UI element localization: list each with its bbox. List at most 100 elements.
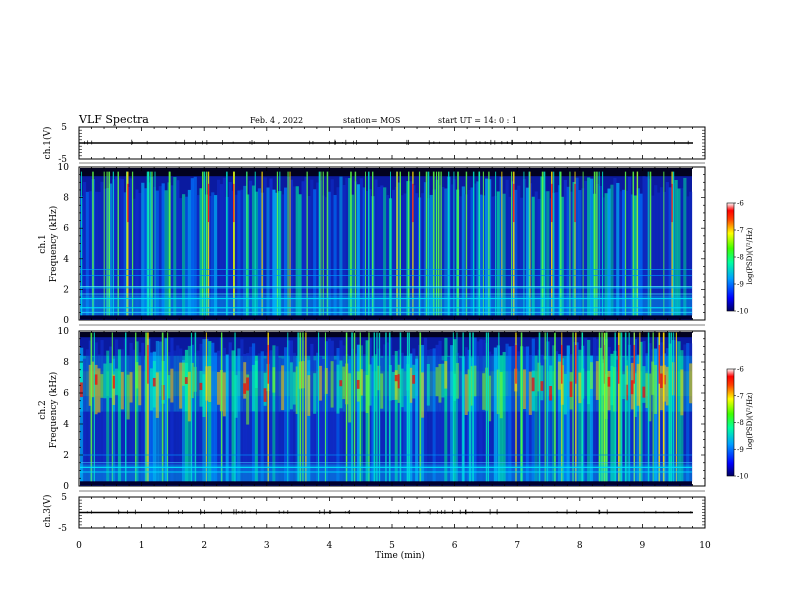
spectrogram-column (604, 193, 608, 316)
spectrogram-column (429, 194, 433, 316)
spectrogram-column (234, 356, 238, 482)
spectrogram-column (179, 348, 183, 482)
figure-title: VLF Spectra (78, 113, 149, 126)
spectrogram-column (161, 183, 165, 316)
spectrogram-column (549, 360, 553, 482)
spectrogram-column (476, 341, 480, 482)
emission-peak (549, 386, 553, 401)
low-frequency-band (80, 464, 692, 482)
x-tick-label: 5 (389, 541, 395, 551)
spectrogram-column (607, 188, 611, 316)
spectrogram-column (362, 187, 366, 316)
spectrogram-column (208, 195, 212, 316)
colorbar-tick-label: -6 (737, 366, 744, 374)
spectrogram-column (409, 181, 413, 316)
spectrogram-column (584, 337, 588, 482)
spectrogram-column (170, 337, 174, 482)
ch1-waveform-ylabel: ch.1(V) (42, 127, 53, 160)
emission-column (313, 373, 317, 414)
spectrogram-column (263, 177, 267, 316)
spectrogram-column (590, 355, 594, 482)
y-tick-label: 0 (63, 316, 69, 326)
ch2-spectrogram-ylabel: ch.2 (38, 400, 48, 419)
spectrogram-column (415, 358, 419, 482)
y-tick-label: 6 (63, 224, 69, 234)
ch2-colorbar-label: log(PSD)(V²/Hz) (746, 392, 754, 449)
emission-column (184, 362, 189, 412)
emission-column (499, 372, 503, 419)
spectrogram-column (674, 179, 678, 316)
emission-peak (243, 383, 247, 394)
spectrogram-column (689, 191, 693, 316)
spectrogram-column (467, 189, 471, 316)
emission-column (409, 367, 413, 403)
spectrogram-column (170, 185, 174, 316)
spectrogram-column (307, 195, 311, 316)
start-time-label: start UT = 14: 0 : 1 (438, 116, 517, 125)
emission-peak (246, 377, 250, 391)
x-tick-label: 0 (76, 541, 82, 551)
emission-column (149, 368, 154, 411)
spectrogram-column (281, 358, 285, 482)
spectrogram-column (295, 357, 299, 482)
emission-column (689, 363, 693, 404)
emission-column (464, 374, 468, 416)
spectrogram-column (88, 340, 92, 482)
spectrogram-column (563, 359, 567, 482)
emission-column (563, 373, 567, 415)
spectrogram-column (298, 194, 302, 316)
spectrogram-column (313, 360, 317, 482)
spectrogram-column (374, 179, 378, 316)
spectrogram-column (342, 184, 346, 316)
spectrogram-column (94, 191, 98, 316)
x-axis: 0 1 2 3 4 5 6 7 8 9 10 (76, 162, 711, 551)
emission-column (380, 373, 384, 409)
spectrogram-column (138, 352, 142, 482)
spectrogram-column (520, 197, 524, 316)
low-frequency-band (80, 295, 692, 316)
spectrogram-column (619, 191, 623, 316)
spectrogram-column (100, 181, 104, 316)
spectrogram-column (686, 343, 690, 482)
spectrogram-column (528, 354, 533, 482)
x-tick-label: 2 (201, 541, 207, 551)
emission-column (129, 372, 133, 403)
spectrogram-column (525, 187, 530, 316)
emission-column (88, 364, 92, 406)
spectrogram-bottom-strip (80, 315, 692, 319)
spectrogram-column (211, 192, 215, 316)
spectrogram-column (549, 198, 553, 316)
spectrogram-column (534, 191, 538, 316)
spectrogram-column (642, 176, 646, 316)
spectrogram-column (152, 186, 157, 316)
spectrogram-column (251, 343, 256, 482)
spectrogram-column (114, 176, 119, 316)
spectrogram-column (546, 341, 550, 482)
spectrogram-column (546, 191, 550, 316)
ch1-colorbar: -6 -7 -8 -9 -10 (726, 200, 748, 316)
spectrogram-column (473, 183, 477, 316)
spectrogram-column (85, 349, 90, 482)
spectrogram-column (470, 187, 474, 316)
spectrogram-column (659, 187, 664, 316)
spectrogram-column (240, 339, 244, 482)
spectrogram-column (502, 351, 506, 482)
date-label: Feb. 4 , 2022 (250, 116, 303, 125)
spectrogram-column (572, 341, 576, 482)
spectrogram-column (665, 348, 669, 482)
spectrogram-column (455, 352, 460, 482)
y-tick-label: 8 (63, 194, 69, 204)
spectrogram-column (683, 344, 687, 482)
emission-column (216, 372, 221, 405)
spectrogram-column (383, 187, 387, 316)
emission-column (246, 374, 250, 425)
spectrogram-column (286, 340, 291, 482)
colorbar-tick-label: -8 (737, 254, 744, 262)
spectrogram-column (257, 353, 261, 482)
spectrogram-column (82, 358, 87, 482)
spectrogram-column (677, 341, 681, 482)
spectrogram-column (205, 338, 209, 482)
emission-column (528, 371, 533, 415)
spectrogram-column (228, 181, 232, 316)
spectrogram-column (254, 191, 259, 316)
